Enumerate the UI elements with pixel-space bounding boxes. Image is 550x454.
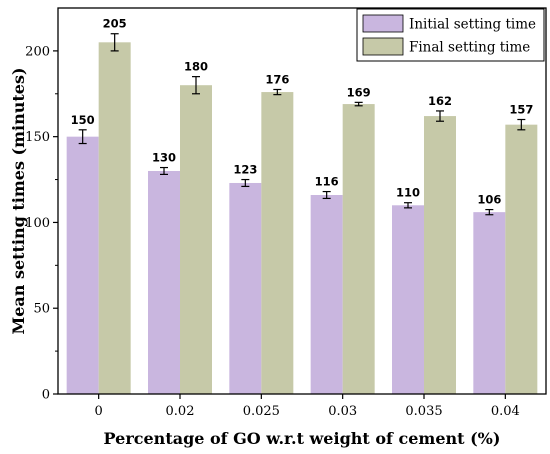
x-tick-label-0.035: 0.035 <box>405 404 442 419</box>
bar-final-0 <box>98 42 131 395</box>
error-bars-layer <box>78 33 526 216</box>
y-tick-label-100: 100 <box>25 216 50 231</box>
data-label-final-0.025: 176 <box>265 72 289 86</box>
y-tick-label-150: 150 <box>25 130 50 145</box>
y-tick-label-200: 200 <box>25 44 50 59</box>
data-label-initial-0: 150 <box>71 113 95 127</box>
bar-final-0.03 <box>342 104 375 395</box>
y-tick-label-0: 0 <box>42 388 50 403</box>
axis-layer: 0 0.02 0.025 0.03 0.035 0.04 0 50 100 150 200 <box>25 44 520 419</box>
data-label-initial-0.04: 106 <box>477 193 501 207</box>
data-label-final-0: 205 <box>103 17 127 31</box>
bar-initial-0.035 <box>392 205 424 394</box>
bars-layer <box>66 42 538 395</box>
legend-label-final: Final setting time <box>409 40 530 56</box>
data-label-initial-0.025: 123 <box>233 163 257 177</box>
data-label-final-0.03: 169 <box>347 85 371 99</box>
x-tick-label-0.03: 0.03 <box>328 404 357 419</box>
legend-swatch-initial <box>362 14 404 33</box>
plot-frame <box>57 7 547 395</box>
legend-swatch-final <box>362 37 404 56</box>
legend: Initial setting time Final setting time <box>356 8 545 62</box>
bar-initial-0.04 <box>473 212 506 394</box>
y-tick-label-50: 50 <box>33 302 50 317</box>
data-label-initial-0.02: 130 <box>152 151 176 165</box>
bar-initial-0 <box>66 136 99 394</box>
x-axis-title: Percentage of GO w.r.t weight of cement … <box>104 429 501 448</box>
x-tick-label-0.02: 0.02 <box>166 404 195 419</box>
x-tick-label-0.04: 0.04 <box>491 404 520 419</box>
legend-label-initial: Initial setting time <box>409 17 536 33</box>
bar-final-0.025 <box>261 92 294 394</box>
data-label-final-0.02: 180 <box>184 60 208 74</box>
data-labels-layer: 150 205 130 180 123 176 116 169 110 162 106 157 <box>71 17 534 207</box>
data-label-final-0.04: 157 <box>509 103 533 117</box>
x-tick-label-0: 0 <box>95 404 103 419</box>
data-label-final-0.035: 162 <box>428 94 452 108</box>
data-label-initial-0.035: 110 <box>396 186 420 200</box>
bar-final-0.035 <box>424 116 456 394</box>
bar-initial-0.02 <box>148 170 180 394</box>
bar-initial-0.03 <box>310 194 343 394</box>
bar-final-0.04 <box>505 124 538 394</box>
bar-final-0.02 <box>180 85 212 394</box>
y-axis-title: Mean setting times (minutes) <box>9 67 28 334</box>
data-label-initial-0.03: 116 <box>315 175 339 189</box>
x-tick-label-0.025: 0.025 <box>243 404 280 419</box>
bar-initial-0.025 <box>229 182 262 394</box>
